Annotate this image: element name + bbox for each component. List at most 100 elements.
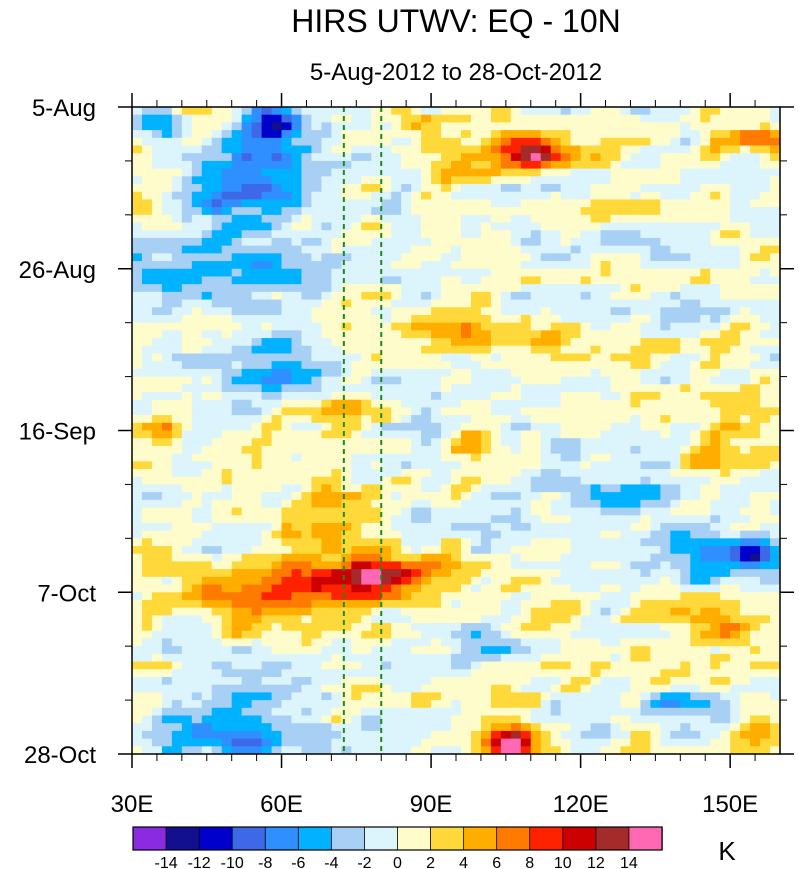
heatmap-cell xyxy=(361,314,372,324)
heatmap-cell xyxy=(510,522,522,532)
heatmap-cell xyxy=(620,661,632,670)
heatmap-cell xyxy=(480,553,492,563)
heatmap-cell xyxy=(640,499,651,509)
heatmap-cell xyxy=(680,399,691,408)
heatmap-cell xyxy=(670,214,681,224)
heatmap-cell xyxy=(680,368,691,378)
heatmap-cell xyxy=(570,160,582,170)
heatmap-cell xyxy=(361,122,372,131)
heatmap-cell xyxy=(650,415,661,424)
heatmap-cell xyxy=(251,191,263,201)
heatmap-cell xyxy=(431,407,442,416)
heatmap-cell xyxy=(570,384,582,393)
heatmap-cell xyxy=(451,361,462,370)
heatmap-cell xyxy=(201,700,213,709)
heatmap-cell xyxy=(221,676,233,686)
heatmap-cell xyxy=(520,145,532,154)
heatmap-cell xyxy=(510,546,522,555)
heatmap-cell xyxy=(391,399,402,408)
heatmap-cell xyxy=(191,615,203,624)
heatmap-cell xyxy=(141,184,153,193)
heatmap-cell xyxy=(201,237,213,247)
heatmap-cell xyxy=(401,261,412,270)
heatmap-cell xyxy=(460,338,472,347)
heatmap-cell xyxy=(321,338,332,347)
heatmap-cell xyxy=(700,669,711,678)
heatmap-cell xyxy=(201,730,213,740)
heatmap-cell xyxy=(520,222,532,231)
heatmap-cell xyxy=(570,322,582,331)
heatmap-cell xyxy=(660,199,671,208)
heatmap-cell xyxy=(291,700,303,709)
heatmap-cell xyxy=(361,160,372,170)
heatmap-cell xyxy=(401,469,412,478)
heatmap-cell xyxy=(640,368,651,378)
heatmap-cell xyxy=(590,299,602,308)
heatmap-cell xyxy=(331,469,342,478)
heatmap-cell xyxy=(281,384,293,393)
heatmap-cell xyxy=(610,584,622,593)
heatmap-cell xyxy=(421,715,432,724)
heatmap-cell xyxy=(331,407,342,416)
heatmap-cell xyxy=(480,661,492,670)
heatmap-cell xyxy=(640,561,651,570)
heatmap-cell xyxy=(530,515,542,524)
heatmap-cell xyxy=(301,330,313,339)
heatmap-cell xyxy=(371,661,382,670)
heatmap-cell xyxy=(620,160,632,170)
heatmap-cell xyxy=(411,569,422,578)
heatmap-cell xyxy=(271,268,283,278)
heatmap-cell xyxy=(281,553,293,563)
heatmap-cell xyxy=(610,299,622,308)
heatmap-cell xyxy=(590,153,602,162)
heatmap-cell xyxy=(361,676,372,686)
heatmap-cell xyxy=(351,299,362,308)
heatmap-cell xyxy=(351,199,362,208)
heatmap-cell xyxy=(610,546,622,555)
heatmap-cell xyxy=(620,676,632,686)
heatmap-cell xyxy=(690,415,701,424)
heatmap-cell xyxy=(490,245,502,254)
heatmap-cell xyxy=(700,145,711,154)
heatmap-cell xyxy=(460,499,472,509)
heatmap-cell xyxy=(331,422,342,432)
heatmap-cell xyxy=(470,707,482,717)
heatmap-cell xyxy=(600,430,612,439)
heatmap-cell xyxy=(431,507,442,516)
heatmap-cell xyxy=(351,430,362,439)
heatmap-cell xyxy=(500,653,512,663)
heatmap-cell xyxy=(181,461,193,470)
heatmap-cell xyxy=(411,284,422,293)
heatmap-cell xyxy=(590,530,602,539)
heatmap-cell xyxy=(251,730,263,740)
heatmap-cell xyxy=(132,623,143,632)
heatmap-cell xyxy=(151,261,163,270)
heatmap-cell xyxy=(371,430,382,439)
heatmap-cell xyxy=(411,191,422,201)
heatmap-cell xyxy=(401,353,412,362)
heatmap-cell xyxy=(460,107,472,116)
heatmap-cell xyxy=(540,661,552,670)
heatmap-cell xyxy=(191,268,203,278)
heatmap-cell xyxy=(361,653,372,663)
heatmap-cell xyxy=(570,361,582,370)
heatmap-cell xyxy=(361,507,372,516)
heatmap-cell xyxy=(560,168,572,177)
heatmap-cell xyxy=(550,207,562,216)
heatmap-cell xyxy=(381,168,392,177)
heatmap-cell xyxy=(510,284,522,293)
heatmap-cell xyxy=(470,746,482,754)
heatmap-cell xyxy=(221,515,233,524)
heatmap-cell xyxy=(630,623,642,632)
heatmap-cell xyxy=(510,707,522,717)
heatmap-cell xyxy=(141,176,153,185)
heatmap-cell xyxy=(231,114,243,123)
heatmap-cell xyxy=(690,330,701,339)
heatmap-cell xyxy=(401,384,412,393)
heatmap-cell xyxy=(181,738,193,747)
heatmap-cell xyxy=(211,646,223,655)
heatmap-cell xyxy=(291,453,303,462)
heatmap-cell xyxy=(421,307,432,316)
heatmap-cell xyxy=(351,684,362,693)
